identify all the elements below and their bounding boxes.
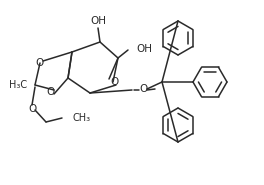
Text: OH: OH [90,16,106,26]
Text: CH₃: CH₃ [72,113,90,123]
Text: O: O [139,84,147,94]
Text: O: O [110,77,118,87]
Text: O: O [28,104,36,114]
Text: O: O [35,58,43,68]
Text: O: O [46,87,54,97]
Text: OH: OH [136,44,152,54]
Text: H₃C: H₃C [9,80,27,90]
